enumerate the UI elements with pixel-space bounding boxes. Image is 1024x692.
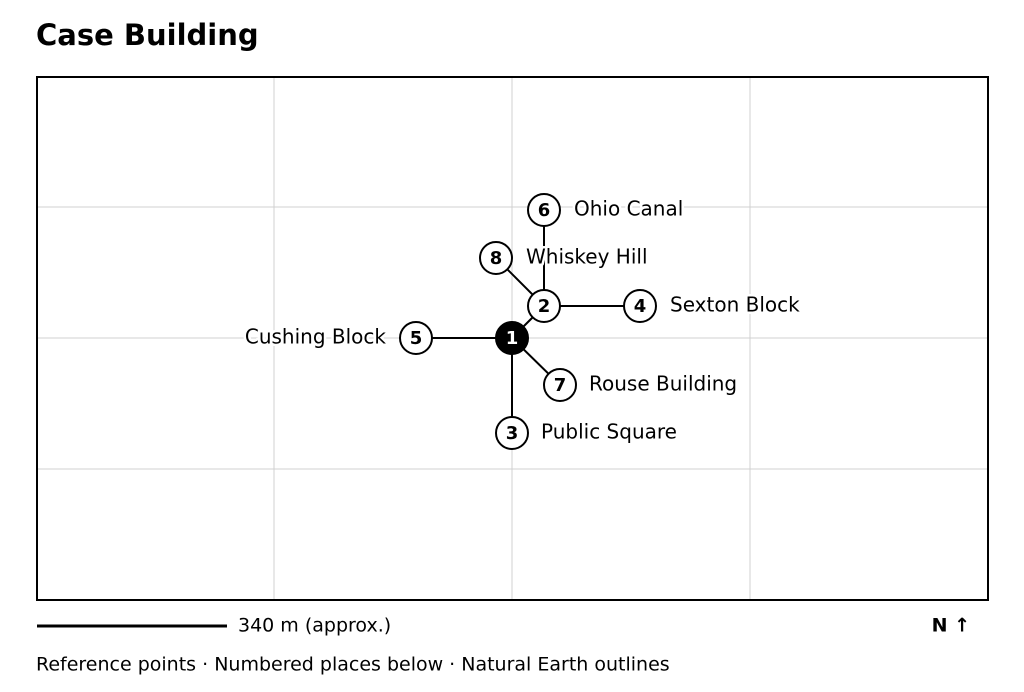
north-arrow: N ↑	[932, 615, 970, 637]
places: Public Square Sexton Block Cushing Block Oh…	[242, 193, 803, 450]
frame	[36, 76, 989, 601]
place-number: 3	[506, 423, 519, 444]
place-number: 1	[506, 328, 519, 349]
place-label: Rouse Building	[589, 372, 737, 396]
place-marker	[399, 321, 433, 355]
place-number: 8	[490, 248, 503, 269]
place-marker	[527, 193, 561, 227]
scale-label: 340 m (approx.)	[238, 615, 391, 637]
place-number: 5	[410, 328, 423, 349]
place-number: 7	[554, 375, 567, 396]
footer: Reference points · Numbered places below…	[36, 654, 670, 676]
place-number: 2	[538, 296, 551, 317]
place-marker	[543, 368, 577, 402]
place-marker	[623, 289, 657, 323]
place-number: 6	[538, 200, 551, 221]
place-number: 4	[634, 296, 647, 317]
place-marker	[479, 241, 513, 275]
place-marker	[495, 416, 529, 450]
edges	[416, 210, 640, 433]
place-label: Public Square	[541, 420, 677, 444]
place-marker	[527, 289, 561, 323]
place-marker	[495, 321, 529, 355]
place-label: Sexton Block	[670, 293, 800, 317]
place-label: Cushing Block	[245, 325, 387, 349]
title: Case Building	[36, 18, 259, 52]
place-label: Ohio Canal	[574, 197, 683, 221]
place-label: Whiskey Hill	[526, 245, 648, 269]
